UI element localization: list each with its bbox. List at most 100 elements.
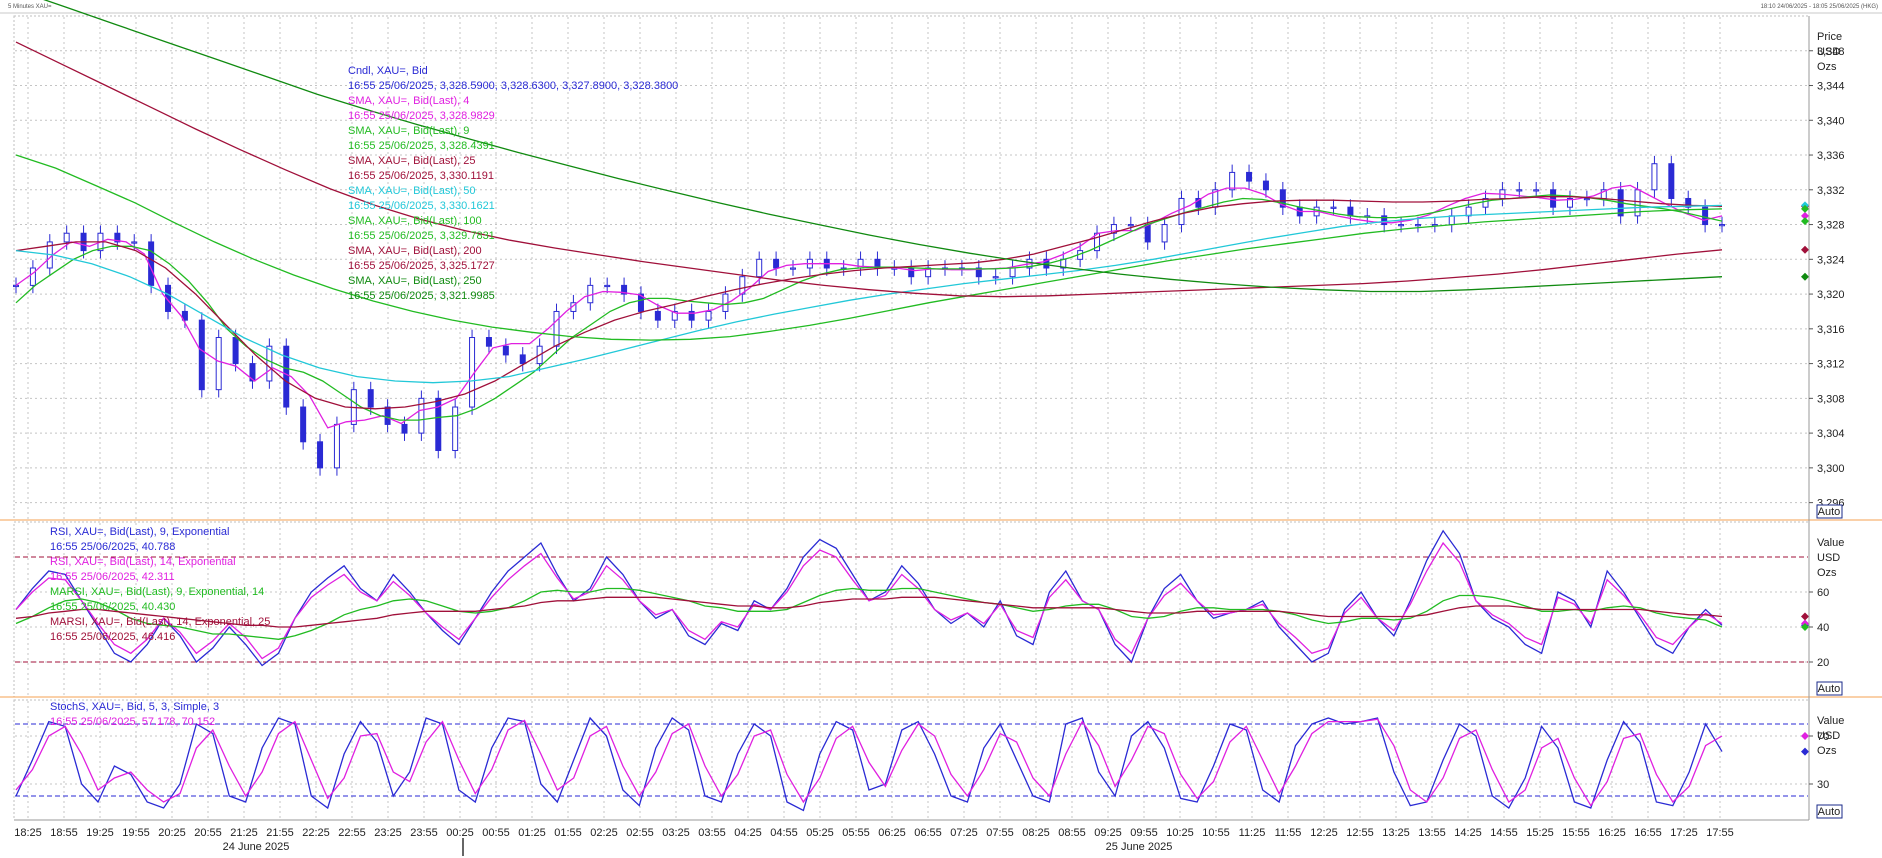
axis-header-label: USD bbox=[1817, 552, 1840, 564]
candle-body bbox=[789, 267, 796, 270]
time-tick-label: 10:55 bbox=[1202, 827, 1230, 839]
candle-body bbox=[1195, 197, 1202, 208]
candle-body bbox=[553, 310, 560, 347]
candle-body bbox=[1110, 224, 1117, 234]
candle-body bbox=[1246, 171, 1253, 182]
series-line bbox=[15, 716, 1723, 812]
candle-body bbox=[1262, 180, 1269, 191]
candle-body bbox=[317, 441, 324, 469]
axis-header-label: Ozs bbox=[1817, 745, 1837, 757]
time-tick-label: 03:25 bbox=[662, 827, 690, 839]
candle-body bbox=[637, 293, 644, 312]
candle-body bbox=[519, 354, 526, 365]
candle-body bbox=[1381, 215, 1388, 226]
last-value-marker bbox=[1801, 747, 1809, 756]
y-tick-label: 3,332 bbox=[1817, 185, 1845, 197]
auto-scale-button[interactable] bbox=[1816, 681, 1843, 696]
series-line bbox=[15, 194, 1723, 421]
candle-body bbox=[63, 232, 70, 243]
time-tick-label: 00:25 bbox=[446, 827, 474, 839]
y-tick-label: 20 bbox=[1817, 657, 1829, 669]
time-tick-label: 16:25 bbox=[1598, 827, 1626, 839]
candle-body bbox=[1448, 215, 1455, 226]
last-value-marker bbox=[1801, 272, 1809, 281]
time-tick-label: 11:25 bbox=[1239, 827, 1266, 839]
series-line bbox=[15, 541, 1723, 660]
time-tick-label: 10:25 bbox=[1166, 827, 1194, 839]
time-tick-label: 14:55 bbox=[1490, 827, 1518, 839]
y-tick-label: 3,320 bbox=[1817, 289, 1845, 301]
axis-header-label: USD bbox=[1817, 730, 1840, 742]
time-tick-label: 07:25 bbox=[950, 827, 978, 839]
time-tick-label: 12:25 bbox=[1310, 827, 1338, 839]
time-tick-label: 18:55 bbox=[50, 827, 78, 839]
time-tick-label: 20:25 bbox=[158, 827, 186, 839]
auto-scale-label: Auto bbox=[1818, 806, 1841, 818]
time-tick-label: 17:25 bbox=[1670, 827, 1698, 839]
candle-body bbox=[1398, 224, 1405, 227]
time-tick-label: 05:25 bbox=[806, 827, 834, 839]
candle-body bbox=[1465, 206, 1472, 217]
legend-entry: 16:55 25/06/2025, 3,328.4391 bbox=[348, 140, 495, 152]
candle-body bbox=[654, 310, 661, 321]
candle-body bbox=[773, 258, 780, 269]
candle-body bbox=[300, 406, 307, 443]
candle-body bbox=[705, 310, 712, 321]
candle-body bbox=[29, 267, 36, 286]
date-label-25-june: 25 June 2025 bbox=[1106, 841, 1173, 853]
y-tick-label: 3,300 bbox=[1817, 463, 1845, 475]
candle-body bbox=[975, 267, 982, 278]
time-tick-label: 09:55 bbox=[1130, 827, 1158, 839]
legend-entry: 16:55 25/06/2025, 3,329.7831 bbox=[348, 230, 495, 242]
candle-body bbox=[1347, 206, 1354, 217]
candle-body bbox=[1414, 224, 1421, 227]
y-tick-label: 30 bbox=[1817, 779, 1829, 791]
candle-body bbox=[401, 423, 408, 434]
auto-scale-button[interactable] bbox=[1816, 804, 1843, 819]
candle-body bbox=[485, 337, 492, 347]
time-tick-label: 08:25 bbox=[1022, 827, 1050, 839]
candle-body bbox=[367, 389, 374, 408]
legend-entry: SMA, XAU=, Bid(Last), 4 bbox=[348, 95, 469, 107]
time-tick-label: 01:55 bbox=[554, 827, 582, 839]
candle-body bbox=[1127, 224, 1134, 227]
candle-body bbox=[1229, 171, 1236, 191]
series-line bbox=[15, 196, 1723, 410]
last-value-marker bbox=[1801, 612, 1809, 621]
window-range: 18:10 24/06/2025 - 18:05 25/06/2025 (HKG… bbox=[1761, 4, 1878, 10]
candle-body bbox=[165, 284, 172, 312]
candle-body bbox=[181, 310, 188, 321]
window-title: 5 Minutes XAU= bbox=[8, 4, 52, 10]
legend-entry: 16:55 25/06/2025, 3,321.9985 bbox=[348, 290, 495, 302]
candle-body bbox=[1583, 197, 1590, 201]
legend-entry: 16:55 25/06/2025, 3,325.1727 bbox=[348, 260, 495, 272]
time-tick-label: 19:55 bbox=[122, 827, 150, 839]
axis-header-label: Price bbox=[1817, 31, 1842, 43]
candle-body bbox=[13, 284, 19, 288]
y-tick-label: 3,344 bbox=[1817, 81, 1845, 93]
candle-body bbox=[435, 397, 442, 451]
candle-body bbox=[333, 423, 340, 469]
series-line bbox=[15, 184, 1723, 429]
series-line bbox=[15, 596, 1723, 628]
time-tick-label: 05:55 bbox=[842, 827, 870, 839]
candle-body bbox=[452, 406, 459, 451]
candle-body bbox=[1094, 232, 1101, 252]
legend-entry: SMA, XAU=, Bid(Last), 50 bbox=[348, 185, 475, 197]
candle-body bbox=[992, 276, 999, 279]
y-tick-label: 3,336 bbox=[1817, 150, 1845, 162]
candle-body bbox=[1516, 189, 1523, 192]
time-tick-label: 14:25 bbox=[1454, 827, 1482, 839]
auto-scale-button[interactable] bbox=[1816, 504, 1843, 519]
legend-entry: 16:55 25/06/2025, 40.788 bbox=[50, 541, 175, 553]
candle-body bbox=[1550, 189, 1557, 208]
time-tick-label: 00:55 bbox=[482, 827, 510, 839]
time-tick-label: 19:25 bbox=[86, 827, 114, 839]
y-tick-label: 60 bbox=[1817, 587, 1829, 599]
legend-entry: 16:55 25/06/2025, 42.311 bbox=[50, 571, 175, 583]
series-line bbox=[15, 204, 1723, 384]
time-tick-label: 23:25 bbox=[374, 827, 402, 839]
legend-entry: StochS, XAU=, Bid, 5, 3, Simple, 3 bbox=[50, 701, 219, 713]
axis-header-label: Ozs bbox=[1817, 567, 1837, 579]
last-value-marker bbox=[1801, 732, 1809, 740]
